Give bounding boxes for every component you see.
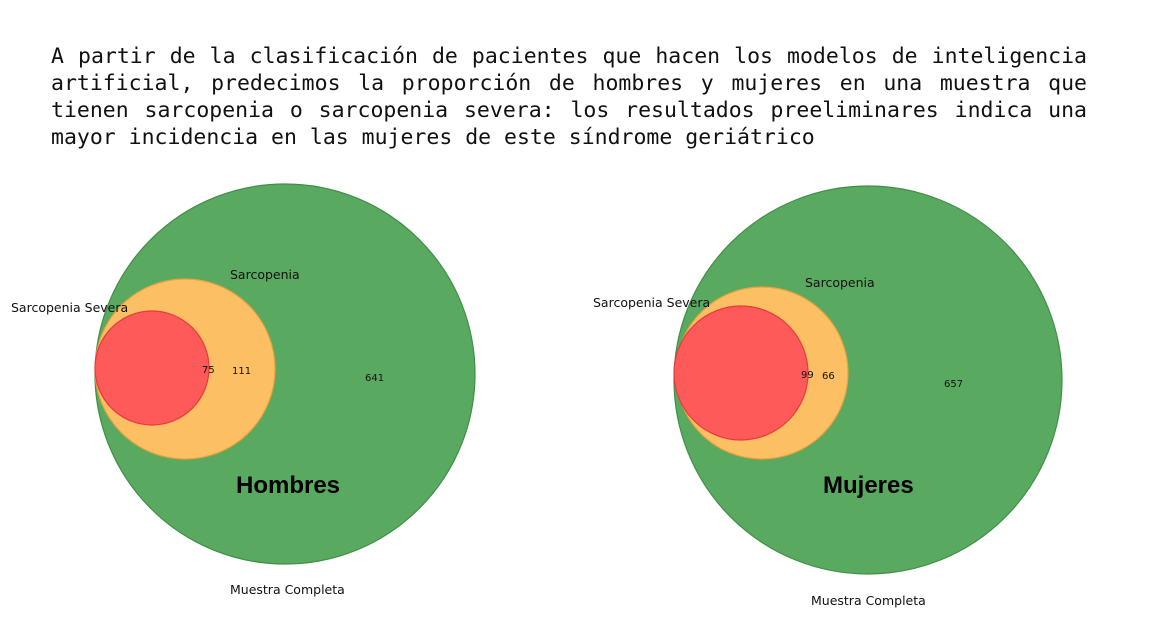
label-muestra-completa: Muestra Completa (811, 593, 926, 608)
circle-sarcopenia-severa (94, 310, 210, 426)
circle-sarcopenia-severa (673, 305, 809, 441)
intro-paragraph: A partir de la clasificación de paciente… (51, 44, 1087, 150)
label-sarcopenia: Sarcopenia (230, 267, 300, 282)
label-sarcopenia-severa: Sarcopenia Severa (11, 300, 128, 315)
title-mujeres: Mujeres (823, 472, 914, 499)
count-muestra-completa: 641 (365, 373, 384, 384)
label-sarcopenia: Sarcopenia (805, 275, 875, 290)
venn-mujeres: Sarcopenia Sarcopenia Severa Muestra Com… (593, 185, 1063, 608)
count-sarcopenia: 111 (232, 366, 251, 377)
title-hombres: Hombres (236, 472, 340, 499)
label-muestra-completa: Muestra Completa (230, 582, 345, 597)
count-sarcopenia-severa: 75 (202, 365, 215, 376)
count-sarcopenia: 66 (822, 371, 835, 382)
label-sarcopenia-severa: Sarcopenia Severa (593, 295, 710, 310)
venn-hombres: Sarcopenia Sarcopenia Severa Muestra Com… (11, 183, 476, 597)
count-sarcopenia-severa: 99 (801, 370, 814, 381)
count-muestra-completa: 657 (944, 379, 963, 390)
